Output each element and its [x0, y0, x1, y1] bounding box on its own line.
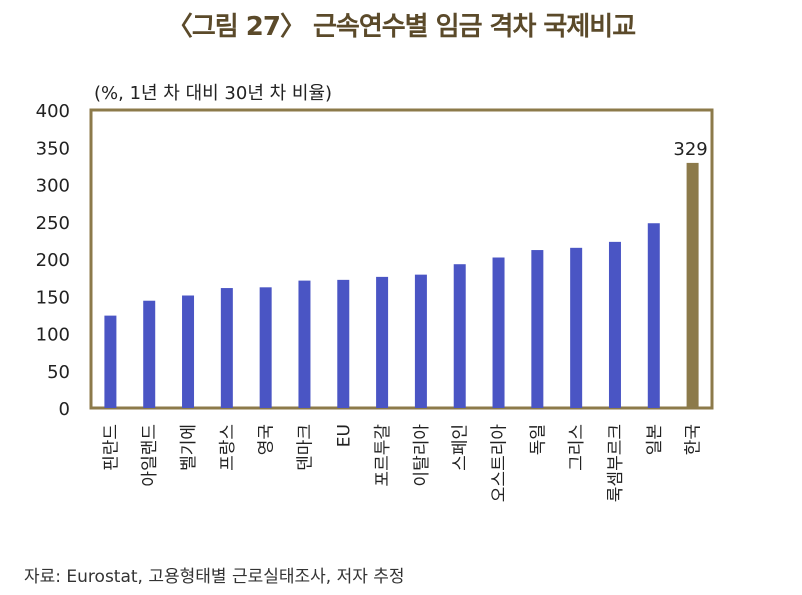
y-tick-label: 300	[36, 176, 70, 197]
x-tick-label: 오스트리아	[490, 424, 510, 503]
x-tick-label: 한국	[684, 424, 704, 455]
y-tick-label: 250	[36, 213, 70, 234]
bar	[376, 276, 389, 408]
x-tick-label: 일본	[645, 424, 665, 455]
x-tick-label: 벨기에	[179, 424, 199, 471]
chart-title: 〈그림 27〉 근속연수별 임금 격차 국제비교	[166, 12, 636, 42]
bar	[686, 162, 699, 408]
source-note: 자료: Eurostat, 고용형태별 근로실태조사, 저자 추정	[24, 567, 405, 587]
bar	[143, 300, 156, 408]
y-tick-label: 400	[36, 101, 70, 122]
bar	[182, 295, 195, 408]
bar	[492, 257, 505, 408]
bar	[220, 288, 233, 408]
y-tick-label: 50	[47, 362, 70, 383]
bar	[259, 287, 272, 408]
x-tick-label: 아일랜드	[140, 424, 160, 487]
x-tick-label: 룩셈부르크	[606, 424, 626, 502]
plot-frame	[89, 108, 714, 410]
y-axis-unit-label: (%, 1년 차 대비 30년 차 비율)	[94, 83, 333, 104]
x-tick-label: 프랑스	[218, 424, 238, 471]
bar	[298, 280, 311, 408]
y-tick-label: 350	[36, 138, 70, 159]
data-label: 329	[673, 139, 707, 160]
bar	[608, 241, 621, 408]
bar	[531, 250, 544, 408]
y-tick-label: 100	[36, 325, 70, 346]
bar	[647, 223, 660, 408]
x-tick-label: 독일	[528, 424, 548, 455]
bar	[570, 247, 583, 408]
y-tick-label: 0	[59, 399, 70, 420]
x-tick-label: 포르투갈	[373, 424, 393, 487]
bar	[414, 274, 427, 408]
x-tick-label: 덴마크	[295, 424, 315, 471]
x-tick-label: 스페인	[451, 424, 471, 471]
bar	[453, 264, 466, 408]
x-tick-label: EU	[334, 424, 354, 447]
x-tick-label: 그리스	[567, 424, 587, 471]
x-tick-label: 이탈리아	[412, 424, 432, 487]
x-tick-label: 영국	[257, 424, 277, 455]
x-tick-label: 핀란드	[101, 424, 121, 471]
bar	[104, 315, 117, 408]
bar	[337, 279, 350, 408]
y-tick-label: 200	[36, 250, 70, 271]
y-tick-label: 150	[36, 287, 70, 308]
